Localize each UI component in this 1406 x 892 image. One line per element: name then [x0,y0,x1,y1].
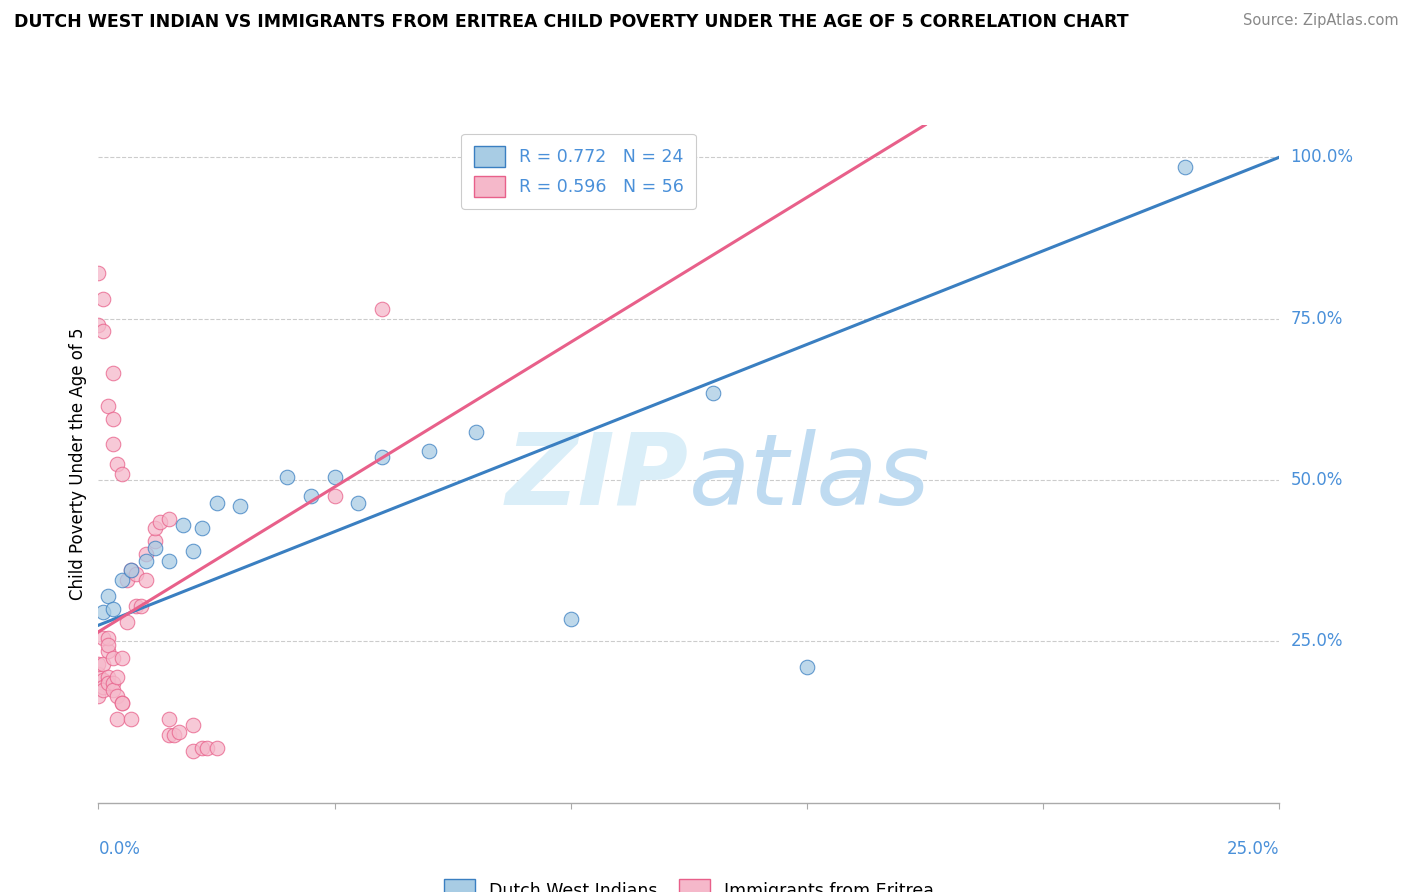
Point [702,385,724,400]
Point [143,534,166,549]
Point [195,740,218,755]
Point [205,495,228,509]
Point [115,615,138,629]
Point [111,573,134,587]
Point [125,599,148,613]
Point [163,728,186,742]
Point [87,318,110,332]
Point [129,599,152,613]
Point [157,712,180,726]
Point [135,573,157,587]
Point [560,612,582,626]
Point [371,450,394,465]
Point [91,292,114,306]
Point [91,605,114,619]
Point [97,676,120,690]
Point [157,554,180,568]
Text: DUTCH WEST INDIAN VS IMMIGRANTS FROM ERITREA CHILD POVERTY UNDER THE AGE OF 5 CO: DUTCH WEST INDIAN VS IMMIGRANTS FROM ERI… [14,13,1129,31]
Text: 0.0%: 0.0% [98,840,141,858]
Point [181,718,204,732]
Point [172,518,194,533]
Text: Source: ZipAtlas.com: Source: ZipAtlas.com [1243,13,1399,29]
Point [323,469,346,483]
Point [157,512,180,526]
Point [111,467,134,481]
Point [101,367,124,381]
Point [135,547,157,561]
Point [229,499,252,513]
Point [97,670,120,684]
Point [97,644,120,658]
Point [91,680,114,694]
Point [91,673,114,687]
Text: 25.0%: 25.0% [1291,632,1343,650]
Point [121,712,143,726]
Point [97,638,120,652]
Point [181,544,204,558]
Point [121,563,143,577]
Point [125,566,148,581]
Point [135,554,157,568]
Point [101,602,124,616]
Y-axis label: Child Poverty Under the Age of 5: Child Poverty Under the Age of 5 [69,327,87,600]
Point [347,495,370,509]
Text: 25.0%: 25.0% [1227,840,1279,858]
Text: 100.0%: 100.0% [1291,148,1354,166]
Point [105,670,128,684]
Point [91,325,114,339]
Point [87,666,110,681]
Point [205,740,228,755]
Point [371,301,394,316]
Point [121,563,143,577]
Point [191,521,214,535]
Legend: Dutch West Indians, Immigrants from Eritrea: Dutch West Indians, Immigrants from Erit… [437,872,941,892]
Point [111,696,134,710]
Text: 50.0%: 50.0% [1291,471,1343,489]
Point [191,740,214,755]
Point [143,521,166,535]
Point [101,650,124,665]
Point [105,690,128,704]
Point [111,696,134,710]
Point [796,660,818,674]
Point [276,469,298,483]
Point [91,682,114,697]
Point [91,631,114,645]
Point [97,631,120,645]
Text: ZIP: ZIP [506,429,689,526]
Point [87,690,110,704]
Point [101,437,124,451]
Point [149,515,172,529]
Point [418,444,440,458]
Point [91,657,114,671]
Point [101,676,124,690]
Point [115,573,138,587]
Text: 75.0%: 75.0% [1291,310,1343,327]
Point [167,724,190,739]
Text: atlas: atlas [689,429,931,526]
Point [465,425,488,439]
Point [143,541,166,555]
Point [97,399,120,413]
Point [111,650,134,665]
Point [1174,160,1197,174]
Point [157,728,180,742]
Point [101,411,124,425]
Point [181,744,204,758]
Point [299,489,322,503]
Point [101,682,124,697]
Point [87,266,110,280]
Point [105,712,128,726]
Point [87,657,110,671]
Point [105,457,128,471]
Point [323,489,346,503]
Point [97,589,120,603]
